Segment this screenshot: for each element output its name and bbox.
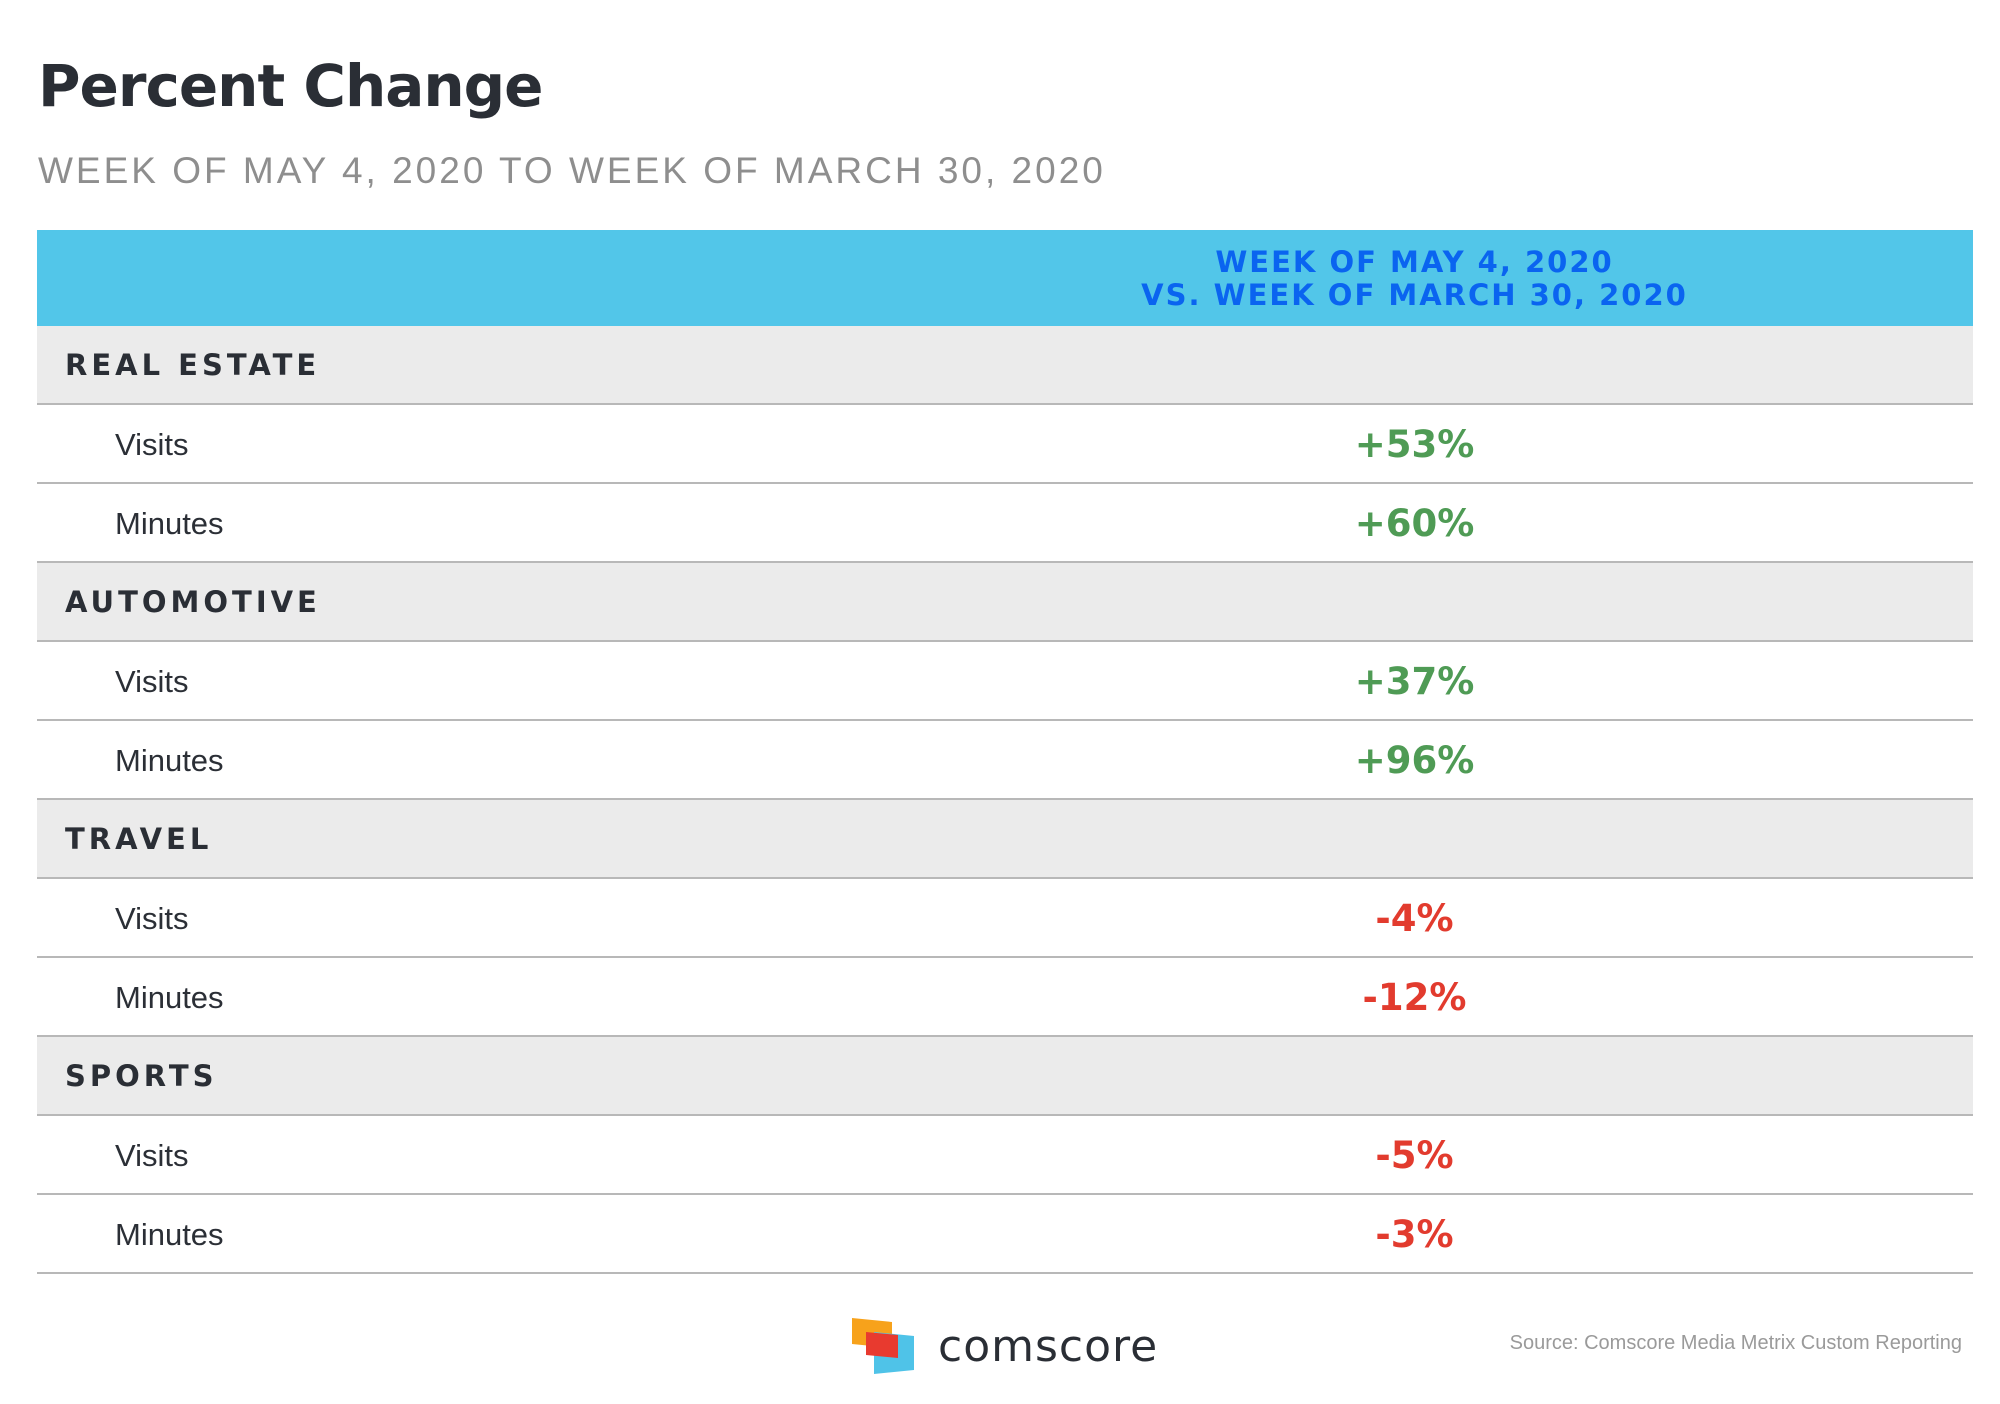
metric-label: Visits [115,427,189,462]
percent-change-value: -5% [1375,1134,1454,1177]
table-row: Minutes -12% [37,958,1973,1037]
category-row: TRAVEL [37,800,1973,879]
metric-label: Minutes [115,980,224,1015]
category-row: REAL ESTATE [37,326,1973,405]
column-header-line-1: WEEK OF MAY 4, 2020 [1215,245,1614,279]
metric-label: Visits [115,1138,189,1173]
page-title: Percent Change [38,52,544,120]
percent-change-table: WEEK OF MAY 4, 2020 VS. WEEK OF MARCH 30… [37,230,1973,1274]
percent-change-value: -3% [1375,1213,1454,1256]
comscore-logo: comscore [852,1318,1158,1374]
table-row: Visits +37% [37,642,1973,721]
source-note: Source: Comscore Media Metrix Custom Rep… [1509,1332,1962,1354]
percent-change-value: -4% [1375,897,1454,940]
category-label: AUTOMOTIVE [65,585,321,619]
metric-label: Minutes [115,1217,224,1252]
table-row: Visits -5% [37,1116,1973,1195]
metric-label: Visits [115,664,189,699]
table-row: Visits +53% [37,405,1973,484]
category-row: AUTOMOTIVE [37,563,1973,642]
column-header: WEEK OF MAY 4, 2020 VS. WEEK OF MARCH 30… [1042,246,1787,312]
table-body: REAL ESTATE Visits +53% Minutes +60% AUTOMOTI… [37,326,1973,1274]
category-row: SPORTS [37,1037,1973,1116]
percent-change-value: +37% [1354,660,1475,703]
page-subtitle: WEEK OF MAY 4, 2020 TO WEEK OF MARCH 30,… [38,150,1106,191]
category-label: SPORTS [65,1059,218,1093]
table-row: Visits -4% [37,879,1973,958]
percent-change-value: +53% [1354,423,1475,466]
column-header-line-2: VS. WEEK OF MARCH 30, 2020 [1141,278,1688,312]
table-row: Minutes -3% [37,1195,1973,1274]
percent-change-value: -12% [1362,976,1467,1019]
metric-label: Minutes [115,506,224,541]
percent-change-value: +60% [1354,502,1475,545]
metric-label: Visits [115,901,189,936]
percent-change-value: +96% [1354,739,1475,782]
metric-label: Minutes [115,743,224,778]
category-label: TRAVEL [65,822,213,856]
table-row: Minutes +60% [37,484,1973,563]
comscore-logo-text: comscore [938,1320,1159,1372]
table-header: WEEK OF MAY 4, 2020 VS. WEEK OF MARCH 30… [37,230,1973,326]
table-row: Minutes +96% [37,721,1973,800]
category-label: REAL ESTATE [65,348,321,382]
comscore-logo-icon [852,1318,914,1374]
